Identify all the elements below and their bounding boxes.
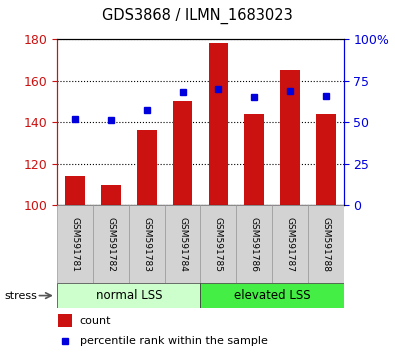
Bar xyxy=(236,205,272,283)
Text: GSM591785: GSM591785 xyxy=(214,217,223,272)
Text: GSM591787: GSM591787 xyxy=(286,217,294,272)
Bar xyxy=(101,184,121,205)
Bar xyxy=(272,205,308,283)
Text: percentile rank within the sample: percentile rank within the sample xyxy=(80,336,268,346)
Bar xyxy=(65,176,85,205)
Bar xyxy=(165,205,201,283)
Text: GSM591783: GSM591783 xyxy=(142,217,151,272)
Text: GDS3868 / ILMN_1683023: GDS3868 / ILMN_1683023 xyxy=(102,8,293,24)
Bar xyxy=(57,283,201,308)
Bar xyxy=(57,205,93,283)
Text: elevated LSS: elevated LSS xyxy=(234,289,310,302)
Text: normal LSS: normal LSS xyxy=(96,289,162,302)
Bar xyxy=(201,205,236,283)
Bar xyxy=(308,205,344,283)
Bar xyxy=(245,114,264,205)
Text: GSM591782: GSM591782 xyxy=(107,217,115,272)
Bar xyxy=(129,205,165,283)
Bar xyxy=(201,283,344,308)
Text: GSM591786: GSM591786 xyxy=(250,217,259,272)
Bar xyxy=(209,43,228,205)
Text: GSM591784: GSM591784 xyxy=(178,217,187,272)
Text: stress: stress xyxy=(4,291,37,301)
Text: GSM591781: GSM591781 xyxy=(71,217,80,272)
Bar xyxy=(316,114,336,205)
Text: count: count xyxy=(80,316,111,326)
Bar xyxy=(137,130,156,205)
Text: GSM591788: GSM591788 xyxy=(321,217,330,272)
Bar xyxy=(93,205,129,283)
Bar xyxy=(58,314,72,327)
Bar xyxy=(173,101,192,205)
Bar xyxy=(280,70,300,205)
